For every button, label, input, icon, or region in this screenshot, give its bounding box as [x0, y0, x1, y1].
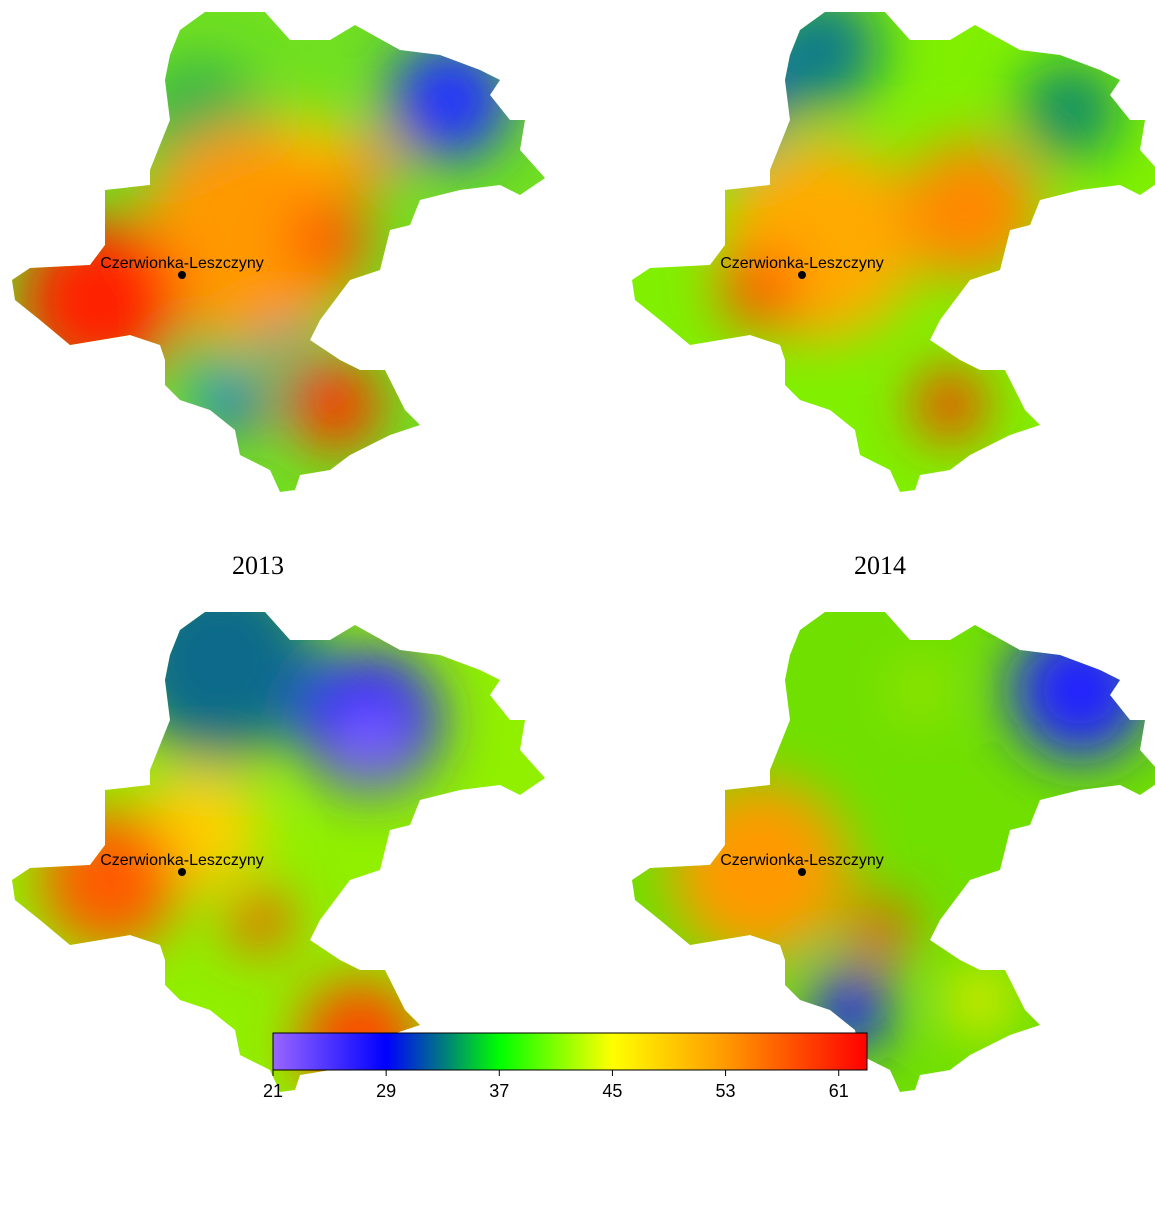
figure: Czerwionka-Leszczyny Czerwionka-Leszczyn… — [0, 0, 1155, 1220]
colorbar-tick-label: 53 — [716, 1081, 736, 1101]
place-label: Czerwionka-Leszczyny — [100, 852, 264, 869]
colorbar-tick-label: 37 — [489, 1081, 509, 1101]
place-label: Czerwionka-Leszczyny — [100, 255, 264, 272]
map-panel — [0, 0, 560, 500]
place-label: Czerwionka-Leszczyny — [720, 852, 884, 869]
map-panel — [620, 600, 1155, 1100]
map-panel — [0, 560, 560, 1100]
caption: 2013 — [232, 551, 284, 580]
town-dot — [178, 271, 186, 279]
town-dot — [798, 271, 806, 279]
colorbar-tick-label: 61 — [829, 1081, 849, 1101]
map-panel — [620, 0, 1155, 500]
town-dot — [178, 868, 186, 876]
place-label: Czerwionka-Leszczyny — [720, 255, 884, 272]
colorbar-tick-label: 29 — [376, 1081, 396, 1101]
colorbar-tick-label: 45 — [602, 1081, 622, 1101]
town-dot — [798, 868, 806, 876]
caption: 2014 — [854, 551, 906, 580]
colorbar — [273, 1033, 867, 1070]
colorbar-tick-label: 21 — [263, 1081, 283, 1101]
